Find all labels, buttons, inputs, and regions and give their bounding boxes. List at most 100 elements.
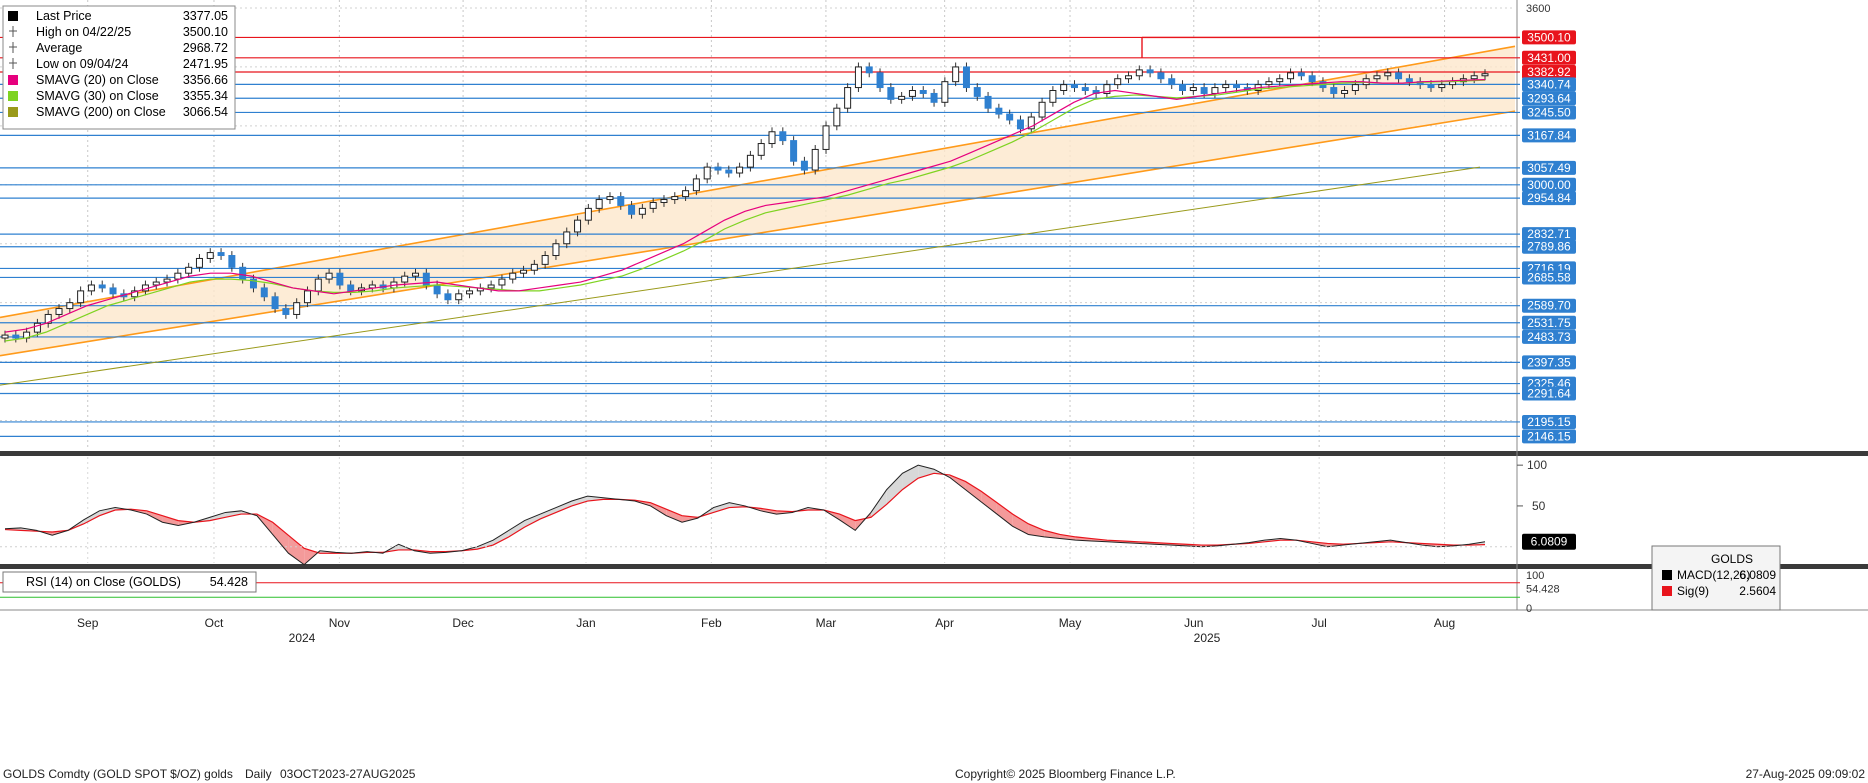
price-tag-bg-16 bbox=[1522, 329, 1576, 344]
candle-body-76 bbox=[822, 125, 830, 150]
year-label-2024: 2024 bbox=[289, 631, 316, 645]
legend-swatch-6 bbox=[8, 107, 18, 117]
candle-body-16 bbox=[174, 272, 182, 280]
candle-body-69 bbox=[746, 154, 754, 168]
candle-body-40 bbox=[433, 284, 441, 295]
footer-instrument: GOLDS Comdty (GOLD SPOT $/OZ) golds bbox=[3, 767, 233, 781]
price-tag-bg-11 bbox=[1522, 239, 1576, 254]
rsi-legend-value: 54.428 bbox=[210, 575, 248, 589]
legend-value-0: 3377.05 bbox=[183, 9, 228, 23]
price-tag-4: 3293.64 bbox=[1527, 91, 1571, 105]
candle-body-113 bbox=[1222, 84, 1230, 89]
candle-body-99 bbox=[1070, 84, 1078, 89]
legend-label-3: Low on 09/04/24 bbox=[36, 57, 128, 71]
macd-legend-label-0: MACD(12,26) bbox=[1677, 568, 1750, 582]
candle-body-120 bbox=[1297, 72, 1305, 77]
legend-value-3: 2471.95 bbox=[183, 57, 228, 71]
candle-body-90 bbox=[973, 87, 981, 97]
candle-body-133 bbox=[1438, 84, 1446, 89]
candle-body-65 bbox=[703, 166, 711, 180]
month-label-jun: Jun bbox=[1184, 616, 1203, 630]
candle-body-22 bbox=[239, 266, 247, 280]
candle-body-39 bbox=[422, 272, 430, 286]
macd-fill-41 bbox=[650, 502, 667, 516]
price-tag-bg-15 bbox=[1522, 315, 1576, 330]
month-label-nov: Nov bbox=[329, 616, 350, 630]
price-tag-19: 2291.64 bbox=[1527, 387, 1571, 401]
macd-line bbox=[4, 464, 1486, 566]
candle-body-125 bbox=[1351, 84, 1359, 92]
sma200-line bbox=[0, 166, 1481, 386]
candle-body-62 bbox=[671, 196, 679, 201]
price-tag-16: 2483.73 bbox=[1527, 330, 1571, 344]
candle-body-95 bbox=[1027, 116, 1035, 130]
candle-body-86 bbox=[930, 92, 938, 103]
macd-fill-17 bbox=[272, 522, 289, 554]
macd-fill-48 bbox=[760, 508, 777, 515]
legend-label-5: SMAVG (30) on Close bbox=[36, 89, 159, 103]
macd-legend-value-0: 6.0809 bbox=[1739, 568, 1776, 582]
macd-legend-label-1: Sig(9) bbox=[1677, 584, 1709, 598]
channel-upper-line bbox=[0, 45, 1516, 319]
candle-body-84 bbox=[908, 90, 916, 97]
candle-body-110 bbox=[1189, 87, 1197, 92]
macd-fill-65 bbox=[1028, 523, 1045, 537]
candle-body-109 bbox=[1179, 84, 1187, 92]
candle-body-54 bbox=[584, 207, 592, 221]
candle-body-1 bbox=[12, 334, 20, 339]
candle-body-55 bbox=[595, 199, 603, 209]
price-tag-bg-19 bbox=[1522, 386, 1576, 401]
price-tag-bg-14 bbox=[1522, 298, 1576, 313]
rsi-tick-0: 0 bbox=[1526, 603, 1532, 615]
price-tag-bg-1 bbox=[1522, 50, 1576, 65]
macd-fill-61 bbox=[965, 481, 982, 502]
macd-tick-50: 50 bbox=[1532, 499, 1546, 513]
candle-body-104 bbox=[1125, 75, 1133, 80]
candle-body-63 bbox=[682, 190, 690, 198]
candle-body-7 bbox=[77, 290, 85, 304]
price-tag-bg-20 bbox=[1522, 414, 1576, 429]
price-tag-11: 2789.86 bbox=[1527, 240, 1571, 254]
macd-fill-33 bbox=[524, 514, 541, 528]
price-tag-0: 3500.10 bbox=[1527, 30, 1571, 44]
price-tag-bg-13 bbox=[1522, 270, 1576, 285]
month-label-jul: Jul bbox=[1311, 616, 1326, 630]
candle-body-51 bbox=[552, 243, 560, 257]
candle-body-42 bbox=[455, 293, 463, 301]
macd-fill-66 bbox=[1044, 530, 1060, 539]
macd-fill-34 bbox=[540, 507, 557, 519]
candle-body-117 bbox=[1265, 81, 1273, 86]
candle-body-119 bbox=[1287, 72, 1295, 80]
candle-body-107 bbox=[1157, 72, 1165, 80]
sma30-line bbox=[4, 79, 1486, 342]
candle-body-91 bbox=[984, 95, 992, 109]
price-tag-bg-4 bbox=[1522, 91, 1576, 106]
candle-body-23 bbox=[249, 278, 257, 289]
candle-body-80 bbox=[865, 66, 873, 74]
candle-body-6 bbox=[66, 302, 74, 310]
candle-body-57 bbox=[617, 196, 625, 206]
candle-body-96 bbox=[1038, 101, 1046, 118]
price-tag-6: 3167.84 bbox=[1527, 128, 1571, 142]
price-tag-21: 2146.15 bbox=[1527, 429, 1571, 443]
price-tag-7: 3057.49 bbox=[1527, 161, 1571, 175]
candle-body-27 bbox=[293, 302, 301, 315]
candle-body-41 bbox=[444, 293, 452, 301]
macd-fill-63 bbox=[996, 502, 1013, 527]
month-label-mar: Mar bbox=[816, 616, 837, 630]
candle-body-88 bbox=[952, 66, 960, 83]
candle-body-103 bbox=[1114, 78, 1122, 86]
candle-body-83 bbox=[898, 95, 906, 100]
candle-body-108 bbox=[1168, 78, 1176, 86]
candle-body-66 bbox=[714, 166, 722, 171]
candle-body-127 bbox=[1373, 75, 1381, 80]
candle-body-59 bbox=[638, 207, 646, 215]
price-tag-13: 2685.58 bbox=[1527, 270, 1571, 284]
candle-body-10 bbox=[109, 287, 117, 295]
macd-legend: GOLDS MACD(12,26)6.0809 Sig(9) 2.5604 bbox=[1651, 545, 1781, 611]
macd-fill-62 bbox=[981, 491, 997, 515]
candle-body-85 bbox=[919, 90, 927, 94]
candle-body-20 bbox=[217, 252, 225, 257]
candle-body-128 bbox=[1384, 72, 1392, 77]
